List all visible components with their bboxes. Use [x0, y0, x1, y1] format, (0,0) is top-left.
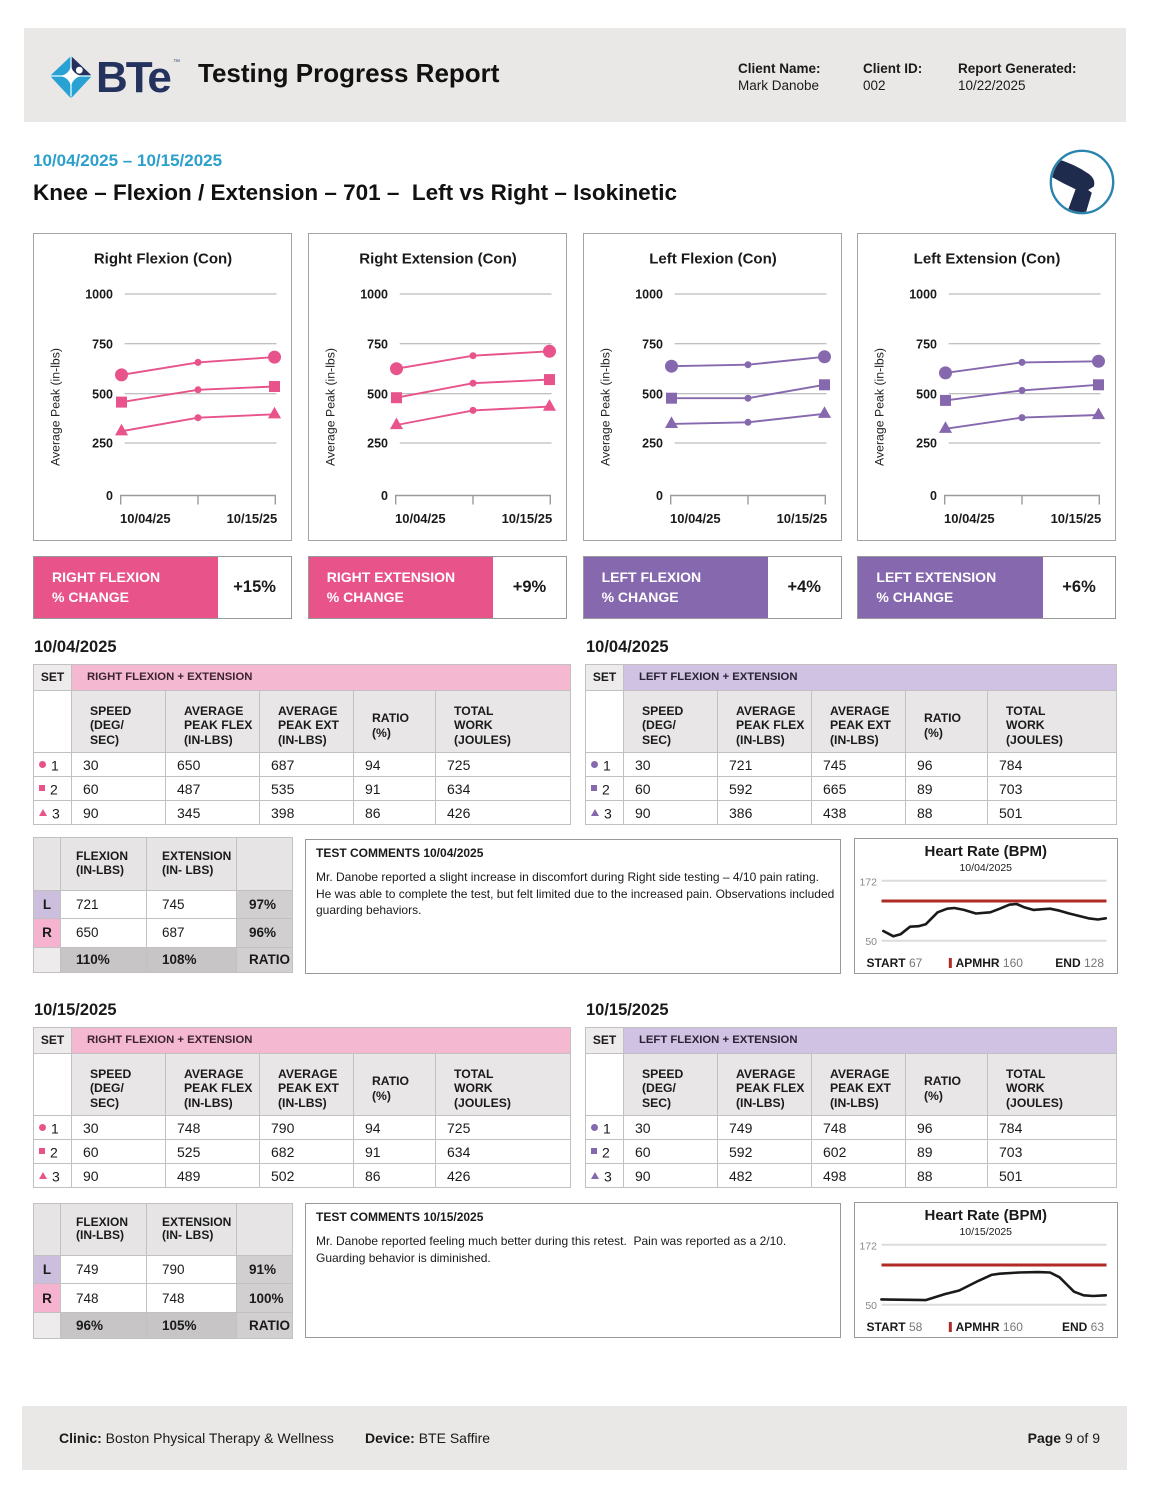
- svg-text:10/04/25: 10/04/25: [395, 511, 446, 526]
- svg-text:250: 250: [917, 437, 938, 451]
- svg-text:172: 172: [859, 876, 877, 888]
- svg-text:0: 0: [656, 489, 663, 503]
- svg-text:0: 0: [106, 489, 113, 503]
- svg-text:Left Extension (Con): Left Extension (Con): [914, 251, 1061, 268]
- svg-text:250: 250: [92, 437, 113, 451]
- svg-text:1000: 1000: [360, 288, 388, 302]
- svg-text:10/15/25: 10/15/25: [776, 511, 827, 526]
- svg-text:Right Extension (Con): Right Extension (Con): [359, 251, 517, 268]
- svg-text:750: 750: [92, 337, 113, 351]
- svg-text:500: 500: [917, 387, 938, 401]
- svg-text:10/04/25: 10/04/25: [120, 511, 171, 526]
- svg-text:250: 250: [367, 437, 388, 451]
- svg-text:1000: 1000: [910, 288, 938, 302]
- svg-text:Average Peak (in-lbs): Average Peak (in-lbs): [598, 348, 612, 466]
- svg-text:Average Peak (in-lbs): Average Peak (in-lbs): [49, 348, 63, 466]
- svg-text:750: 750: [367, 337, 388, 351]
- svg-text:250: 250: [642, 437, 663, 451]
- svg-text:10/04/25: 10/04/25: [944, 511, 995, 526]
- svg-text:50: 50: [865, 1300, 877, 1311]
- svg-text:™: ™: [173, 59, 180, 66]
- svg-text:10/15/25: 10/15/25: [501, 511, 552, 526]
- svg-text:1000: 1000: [635, 288, 663, 302]
- svg-text:500: 500: [367, 387, 388, 401]
- svg-text:500: 500: [92, 387, 113, 401]
- svg-text:Average Peak (in-lbs): Average Peak (in-lbs): [323, 348, 337, 466]
- svg-text:0: 0: [381, 489, 388, 503]
- svg-text:10/15/25: 10/15/25: [227, 511, 278, 526]
- svg-text:10/04/25: 10/04/25: [670, 511, 721, 526]
- svg-text:172: 172: [859, 1240, 877, 1252]
- svg-text:750: 750: [642, 337, 663, 351]
- svg-text:BTe: BTe: [96, 55, 170, 102]
- svg-text:750: 750: [917, 337, 938, 351]
- svg-text:Average Peak (in-lbs): Average Peak (in-lbs): [873, 348, 887, 466]
- svg-text:10/15/25: 10/15/25: [1051, 511, 1102, 526]
- svg-text:Right Flexion (Con): Right Flexion (Con): [94, 251, 232, 268]
- svg-text:500: 500: [642, 387, 663, 401]
- svg-text:0: 0: [930, 489, 937, 503]
- svg-text:1000: 1000: [85, 288, 113, 302]
- svg-text:50: 50: [865, 936, 877, 947]
- svg-text:Left Flexion (Con): Left Flexion (Con): [649, 251, 777, 268]
